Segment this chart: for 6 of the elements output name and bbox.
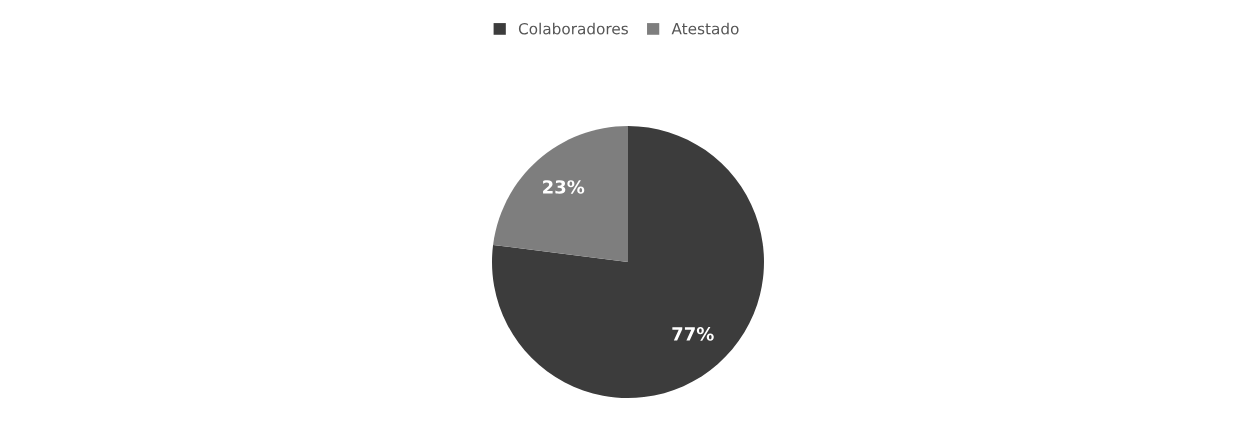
pie-slice <box>492 126 764 398</box>
data-label: 77% <box>672 327 714 341</box>
data-label: 23% <box>543 180 585 194</box>
legend-label: Colaboradores <box>518 22 628 35</box>
pie-slice <box>493 126 628 262</box>
legend-label: Atestado <box>671 22 739 35</box>
